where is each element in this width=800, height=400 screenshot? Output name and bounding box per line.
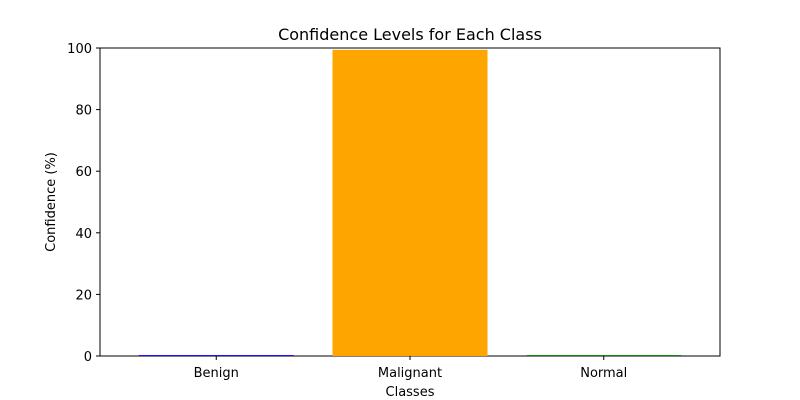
y-tick-label: 0 bbox=[84, 350, 92, 365]
bar-normal bbox=[526, 355, 682, 356]
y-axis-ticks: 0 20 40 60 80 100 bbox=[67, 42, 100, 365]
y-tick-label: 20 bbox=[75, 288, 92, 303]
x-tick-label-benign: Benign bbox=[194, 366, 239, 381]
chart-title: Confidence Levels for Each Class bbox=[278, 25, 542, 44]
y-tick-label: 100 bbox=[67, 42, 92, 57]
y-axis-label: Confidence (%) bbox=[44, 152, 59, 252]
x-axis-ticks: Benign Malignant Normal bbox=[194, 356, 627, 381]
y-tick-label: 40 bbox=[75, 227, 92, 242]
x-tick-label-malignant: Malignant bbox=[378, 366, 442, 381]
y-tick-label: 80 bbox=[75, 104, 92, 119]
x-axis-label: Classes bbox=[386, 385, 435, 400]
bars-layer bbox=[138, 49, 682, 357]
x-tick-label-normal: Normal bbox=[580, 366, 627, 381]
bar-benign bbox=[138, 355, 294, 356]
bar-malignant bbox=[332, 49, 488, 357]
y-tick-label: 60 bbox=[75, 165, 92, 180]
